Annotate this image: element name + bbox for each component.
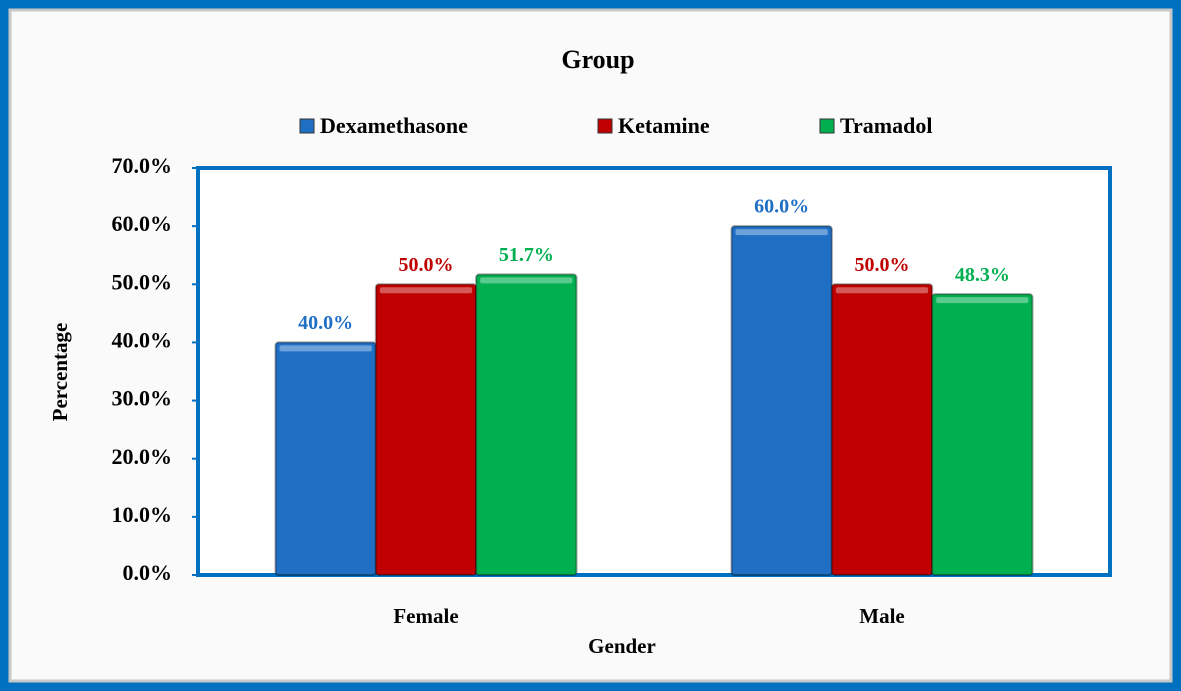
value-label: 40.0% (298, 312, 353, 334)
bar-highlight (379, 287, 473, 294)
bar (374, 283, 478, 576)
y-tick-label: 70.0% (112, 153, 173, 178)
legend-label: Tramadol (840, 113, 932, 138)
y-tick-label: 30.0% (112, 386, 173, 411)
legend-swatch (299, 118, 315, 134)
x-tick-label: Female (393, 604, 458, 628)
bar (830, 283, 934, 576)
x-tick-label: Male (859, 604, 904, 628)
bar (730, 225, 833, 576)
y-tick-label: 40.0% (112, 327, 173, 352)
value-label: 50.0% (855, 254, 910, 276)
chart-title: Group (561, 45, 634, 74)
value-label: 60.0% (754, 196, 809, 218)
legend-label: Dexamethasone (320, 113, 468, 138)
value-label: 50.0% (399, 254, 454, 276)
bar-highlight (279, 345, 372, 352)
y-tick-label: 60.0% (112, 211, 173, 236)
x-axis-title: Gender (588, 634, 656, 658)
legend-swatch (597, 118, 613, 134)
y-axis-title: Percentage (48, 323, 72, 422)
bar (274, 341, 377, 576)
y-tick-label: 0.0% (123, 560, 173, 585)
bar-highlight (480, 277, 573, 284)
bar (931, 293, 1034, 576)
bar-highlight (735, 229, 828, 236)
value-label: 48.3% (955, 264, 1010, 286)
legend-label: Ketamine (618, 113, 710, 138)
y-tick-label: 50.0% (112, 269, 173, 294)
value-label: 51.7% (499, 244, 554, 266)
bar-highlight (835, 287, 929, 294)
y-tick-label: 10.0% (112, 502, 173, 527)
legend-swatch (819, 118, 835, 134)
bar-highlight (936, 297, 1029, 304)
y-tick-label: 20.0% (112, 444, 173, 469)
bar (475, 273, 578, 576)
